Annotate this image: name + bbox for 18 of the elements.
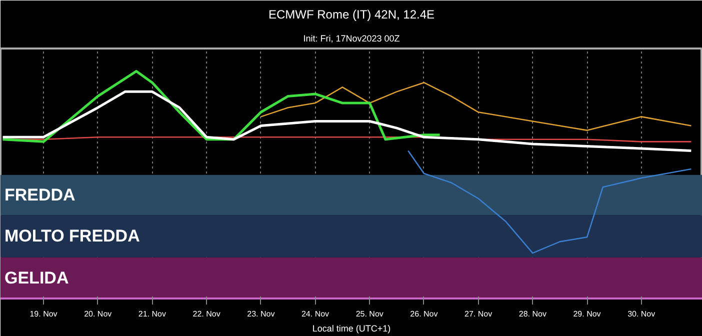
x-tick-label: 25. Nov xyxy=(356,310,384,318)
x-tick-label: 20. Nov xyxy=(84,310,112,318)
x-tick-label: 19. Nov xyxy=(30,310,58,318)
x-tick-label: 21. Nov xyxy=(138,310,166,318)
x-tick-label: 29. Nov xyxy=(573,310,601,318)
x-tick-label: 22. Nov xyxy=(192,310,220,318)
chart-title: ECMWF Rome (IT) 42N, 12.4E xyxy=(268,8,435,22)
x-tick-label: 28. Nov xyxy=(518,310,546,318)
x-tick-label: 24. Nov xyxy=(301,310,330,318)
chart-subtitle: Init: Fri, 17Nov2023 00Z xyxy=(303,34,400,44)
x-tick-label: 30. Nov xyxy=(628,310,656,318)
x-tick-label: 26. Nov xyxy=(410,310,438,318)
band-label: FREDDA xyxy=(4,185,76,204)
x-axis-title: Local time (UTC+1) xyxy=(312,324,391,334)
x-tick-label: 27. Nov xyxy=(464,310,492,318)
band-label: MOLTO FREDDA xyxy=(4,226,140,246)
x-tick-label: 23. Nov xyxy=(247,310,275,318)
band-label: GELIDA xyxy=(4,268,69,288)
